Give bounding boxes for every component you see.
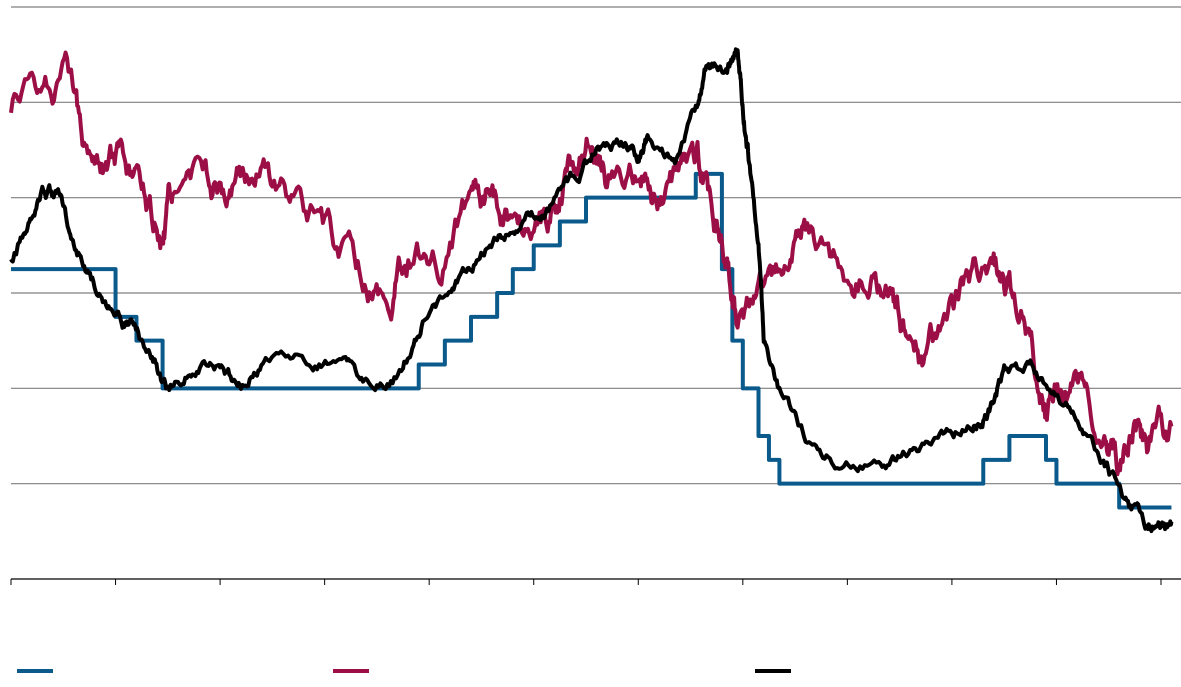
legend-item-series-1 — [17, 655, 55, 673]
legend-item-series-3 — [755, 655, 793, 673]
series-line-1 — [11, 171, 1172, 510]
series-line-3 — [9, 47, 1174, 534]
x-axis — [10, 579, 1162, 585]
legend-swatch-series-3 — [755, 669, 791, 673]
legend-swatch-series-2 — [333, 669, 369, 673]
series-lines — [9, 47, 1174, 534]
legend-swatch-series-1 — [17, 669, 53, 673]
legend-item-series-2 — [333, 655, 371, 673]
series-line-2 — [9, 50, 1174, 477]
